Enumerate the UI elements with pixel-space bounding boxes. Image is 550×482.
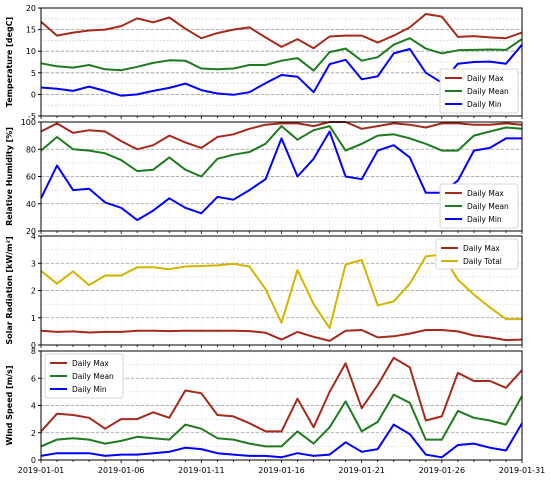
legend-box <box>44 353 124 399</box>
x-tick-label: 2019-01-21 <box>338 466 385 475</box>
legend-label: Daily Max <box>463 244 500 253</box>
series-line-daily-mean <box>40 393 523 448</box>
x-tick-label: 2019-01-26 <box>419 466 466 475</box>
legend: Daily Max Daily Total <box>435 238 519 270</box>
y-tick-label: 2 <box>31 429 36 438</box>
y-tick-label: 20 <box>26 227 36 236</box>
y-tick-label: 0 <box>31 90 36 99</box>
legend-label: Daily Min <box>72 385 107 394</box>
x-tick-label: 2019-01-01 <box>18 466 65 475</box>
series-line-daily-max <box>40 13 523 50</box>
y-tick-label: 10 <box>26 47 36 56</box>
y-tick-label: 60 <box>26 173 36 182</box>
x-tick-label: 2019-01-11 <box>178 466 225 475</box>
legend-label: Daily Max <box>467 74 504 83</box>
y-tick-label: 8 <box>31 347 36 356</box>
series-line-daily-min <box>40 422 523 459</box>
legend-label: Daily Mean <box>467 202 509 211</box>
y-axis-label: Wind Speed [m/s] <box>5 366 14 446</box>
y-axis-label: Temperature [degC] <box>5 17 14 107</box>
y-tick-label: 100 <box>21 118 36 127</box>
series-line-daily-max <box>40 329 523 342</box>
legend-label: Daily Max <box>72 359 109 368</box>
series-line-daily-max <box>40 121 523 151</box>
y-tick-label: 1 <box>31 314 36 323</box>
y-tick-label: 6 <box>31 374 36 383</box>
y-tick-label: 20 <box>26 4 36 13</box>
y-tick-label: 40 <box>26 200 36 209</box>
y-tick-label: 3 <box>31 259 36 268</box>
legend-label: Daily Total <box>463 257 502 266</box>
x-tick-label: 2019-01-16 <box>258 466 305 475</box>
y-tick-label: 80 <box>26 145 36 154</box>
legend-box <box>439 183 519 229</box>
x-tick-label: 2019-01-31 <box>499 466 546 475</box>
series-line-daily-max <box>40 356 523 433</box>
y-tick-label: 4 <box>31 232 36 241</box>
legend-label: Daily Max <box>467 189 504 198</box>
x-tick-label: 2019-01-06 <box>98 466 145 475</box>
legend: Daily Max Daily Mean Daily Min <box>44 353 124 399</box>
y-axis-label: Solar Radiation [kW/m²] <box>5 236 14 344</box>
legend: Daily Max Daily Mean Daily Min <box>439 68 519 114</box>
y-tick-label: 5 <box>31 69 36 78</box>
y-tick-label: 2 <box>31 287 36 296</box>
panel-humidity: 20 40 60 80 100 Relative Humidity [%] Daily Ma… <box>5 118 523 236</box>
legend-label: Daily Min <box>467 215 502 224</box>
panel-wind: 0 2 4 6 8 Wind Speed [m/s] Daily Max Daily Mean… <box>5 347 523 465</box>
y-axis-label: Relative Humidity [%] <box>5 127 14 226</box>
y-tick-label: 0 <box>31 456 36 465</box>
series-line-daily-mean <box>40 125 523 178</box>
legend-box <box>439 68 519 114</box>
legend-label: Daily Min <box>467 100 502 109</box>
legend: Daily Max Daily Mean Daily Min <box>439 183 519 229</box>
y-tick-label: 4 <box>31 402 36 411</box>
y-tick-label: -5 <box>28 112 36 121</box>
legend-label: Daily Mean <box>72 372 114 381</box>
y-tick-label: 0 <box>31 341 36 350</box>
series-line-daily-mean <box>40 37 523 72</box>
y-tick-label: 15 <box>26 26 36 35</box>
legend-label: Daily Mean <box>467 87 509 96</box>
